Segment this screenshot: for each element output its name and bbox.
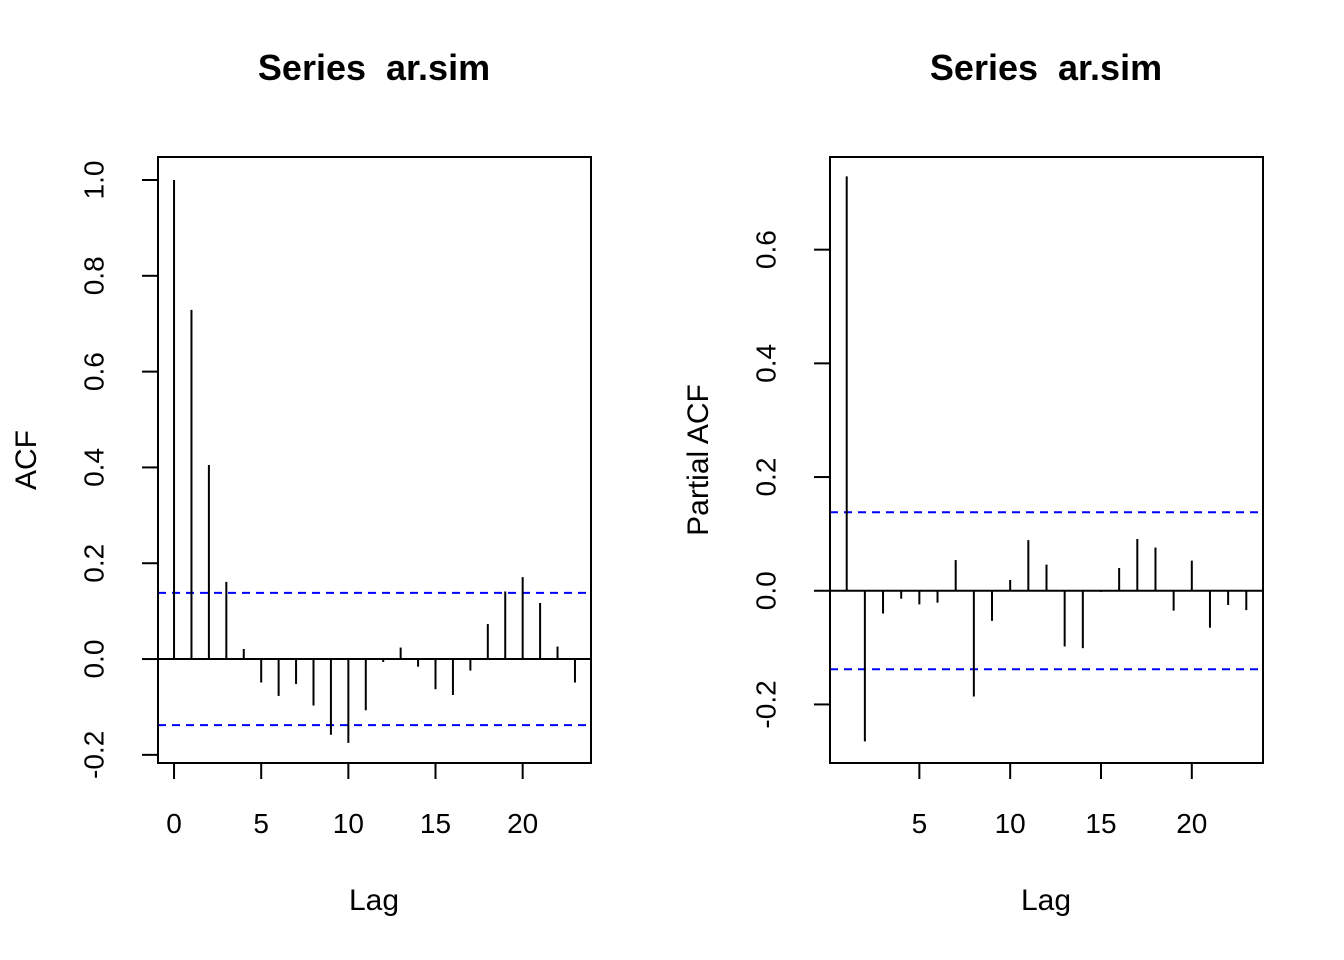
pacf-x-axis-label: Lag bbox=[1021, 884, 1071, 917]
pacf-x-tick-label: 5 bbox=[912, 808, 928, 839]
pacf-x-tick-label: 20 bbox=[1176, 808, 1207, 839]
acf-x-tick-label: 5 bbox=[253, 808, 269, 839]
pacf-y-tick-label: 0.2 bbox=[750, 458, 781, 497]
pacf-y-axis-label: Partial ACF bbox=[682, 384, 715, 536]
pacf-panel: Series ar.sim Lag Partial ACF 5 10 15 20 -0.… bbox=[682, 47, 1264, 917]
pacf-x-tick-label: 10 bbox=[995, 808, 1026, 839]
acf-title: Series ar.sim bbox=[258, 47, 490, 88]
acf-panel: Series ar.sim Lag ACF 0 5 10 15 20 -0.2 0.0 0.2… bbox=[10, 47, 592, 917]
acf-x-tick-label: 20 bbox=[507, 808, 538, 839]
acf-y-tick-label: 0.2 bbox=[78, 544, 109, 583]
acf-x-axis-label: Lag bbox=[349, 884, 399, 917]
pacf-y-tick-label: 0.6 bbox=[750, 230, 781, 269]
acf-y-tick-label: -0.2 bbox=[78, 731, 109, 779]
pacf-title: Series ar.sim bbox=[930, 47, 1162, 88]
acf-y-axis-label: ACF bbox=[10, 430, 43, 490]
acf-x-tick-label: 10 bbox=[333, 808, 364, 839]
acf-x-tick-label: 0 bbox=[166, 808, 182, 839]
acf-y-tick-label: 0.6 bbox=[78, 352, 109, 391]
pacf-y-tick-label: 0.4 bbox=[750, 344, 781, 383]
acf-plot-frame bbox=[157, 156, 592, 764]
pacf-x-tick-label: 15 bbox=[1085, 808, 1116, 839]
pacf-y-tick-label: -0.2 bbox=[750, 680, 781, 728]
pacf-plot-frame bbox=[829, 156, 1264, 764]
acf-x-tick-label: 15 bbox=[420, 808, 451, 839]
acf-y-tick-label: 0.8 bbox=[78, 256, 109, 295]
pacf-y-tick-label: 0.0 bbox=[750, 571, 781, 610]
acf-y-tick-label: 0.4 bbox=[78, 448, 109, 487]
acf-y-tick-label: 1.0 bbox=[78, 161, 109, 200]
acf-y-tick-label: 0.0 bbox=[78, 640, 109, 679]
